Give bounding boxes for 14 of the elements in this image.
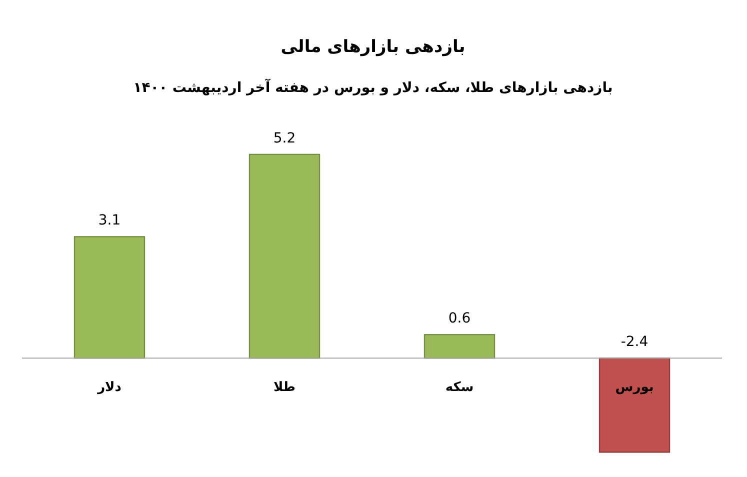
chart-title: بازدهی بازارهای مالی: [280, 37, 466, 57]
chart-subtitle: بازدهی بازارهای طلا، سکه، دلار و بورس در هفته آخر اردیبهشت ۱۴۰۰: [133, 78, 613, 96]
bar: [74, 236, 146, 359]
bar: [598, 358, 670, 453]
data-label: 5.2: [273, 130, 296, 146]
data-label: 3.1: [98, 212, 121, 229]
data-label: -2.4: [620, 334, 648, 350]
bar: [424, 334, 496, 359]
x-tick-label: طلا: [273, 380, 296, 396]
x-tick-label: سکه: [445, 380, 474, 396]
bar: [248, 154, 320, 359]
x-tick-label: بورس: [615, 380, 654, 396]
x-tick-label: دلار: [96, 380, 122, 396]
data-label: 0.6: [448, 310, 471, 327]
